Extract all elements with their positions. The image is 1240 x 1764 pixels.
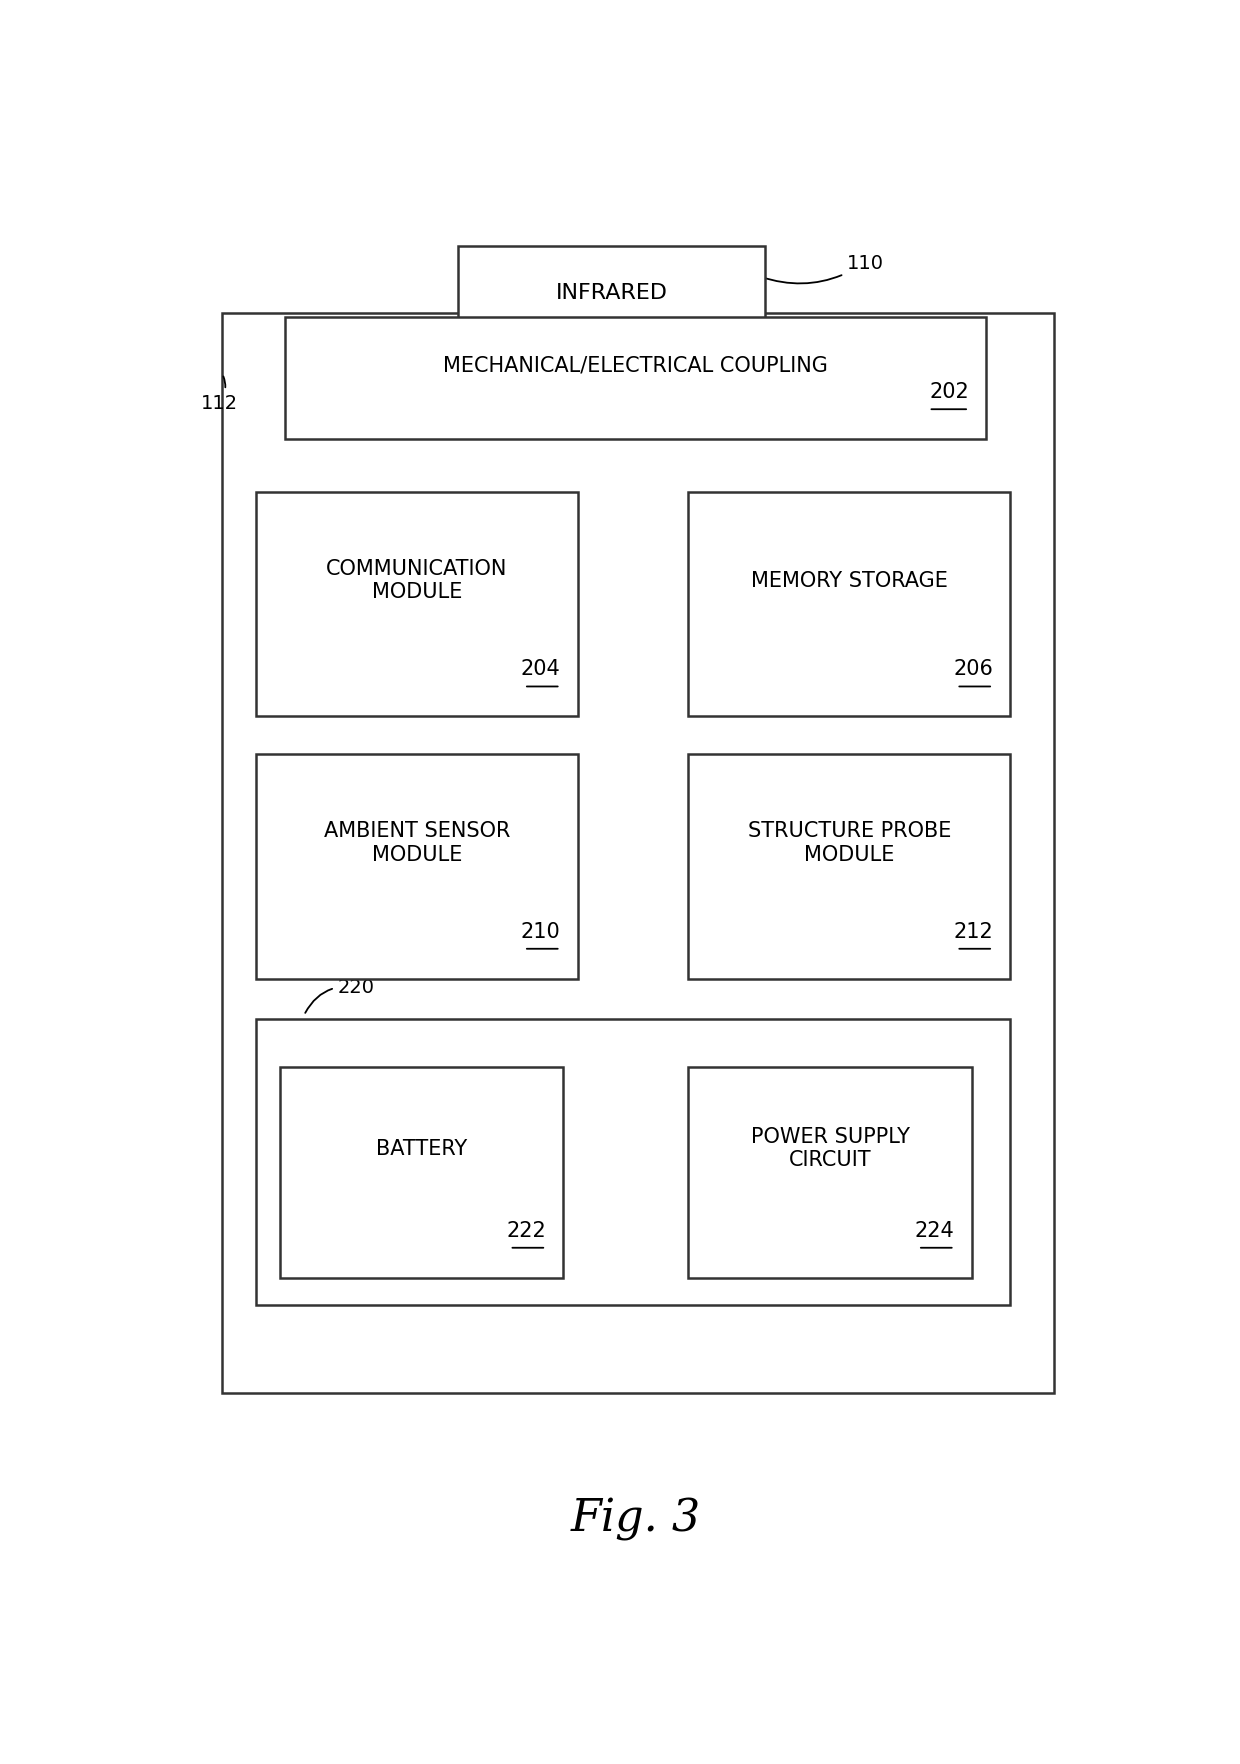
Text: 222: 222 (506, 1221, 546, 1240)
Text: AMBIENT SENSOR
MODULE: AMBIENT SENSOR MODULE (324, 820, 510, 864)
Text: POWER SUPPLY
CIRCUIT: POWER SUPPLY CIRCUIT (750, 1127, 910, 1170)
Text: 212: 212 (954, 921, 993, 940)
Text: 112: 112 (201, 377, 238, 413)
Bar (688, 492, 1011, 716)
Bar (688, 755, 1011, 979)
Bar (285, 318, 986, 439)
Bar (255, 1020, 1011, 1305)
Text: COMMUNICATION
MODULE: COMMUNICATION MODULE (326, 559, 507, 602)
Text: BATTERY: BATTERY (376, 1138, 467, 1159)
Bar (458, 247, 765, 339)
Bar (280, 1067, 563, 1277)
Bar (255, 755, 578, 979)
Text: MECHANICAL/ELECTRICAL COUPLING: MECHANICAL/ELECTRICAL COUPLING (443, 355, 828, 376)
Text: MEMORY STORAGE: MEMORY STORAGE (751, 570, 947, 591)
Text: 206: 206 (954, 660, 993, 679)
Text: 110: 110 (761, 254, 884, 284)
Text: 210: 210 (521, 921, 560, 940)
Bar (255, 492, 578, 716)
Text: 202: 202 (929, 381, 968, 402)
Text: STRUCTURE PROBE
MODULE: STRUCTURE PROBE MODULE (748, 820, 951, 864)
Text: 224: 224 (915, 1221, 955, 1240)
Text: 220: 220 (305, 977, 374, 1013)
Bar (688, 1067, 972, 1277)
Text: INFRARED: INFRARED (556, 284, 667, 303)
Bar (222, 314, 1054, 1394)
Text: Fig. 3: Fig. 3 (570, 1498, 701, 1540)
Text: 204: 204 (521, 660, 560, 679)
